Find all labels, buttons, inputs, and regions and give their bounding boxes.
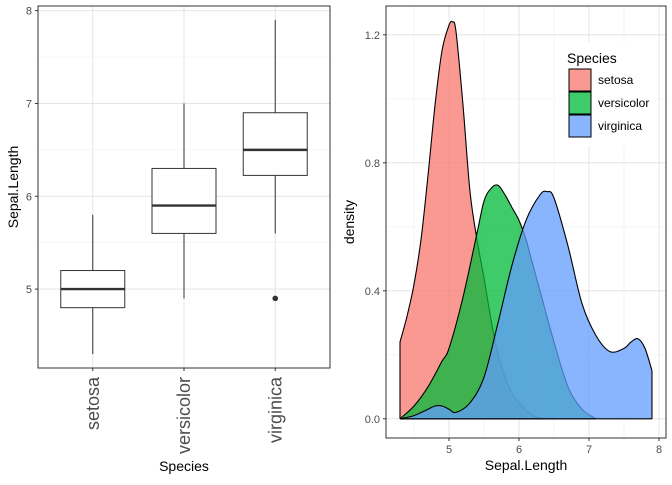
density-plot-ticks: 5 6 7 8 0.0 0.4 0.8 1.2: [365, 30, 662, 456]
legend-item-versicolor: versicolor: [568, 91, 649, 115]
box-plot-y-tick-label: 7: [26, 98, 32, 110]
density-legend: Species setosa versicolor virginica: [556, 42, 654, 146]
legend-label-versicolor: versicolor: [598, 96, 649, 110]
density-plot-x-axis-title: Sepal.Length: [485, 457, 568, 473]
interquartile-box: [151, 167, 217, 234]
legend-key-versicolor: [568, 91, 592, 115]
legend-label-virginica: virginica: [598, 119, 642, 133]
density-plot-border: [385, 5, 667, 439]
density-y-tick-label: 0.0: [365, 414, 380, 426]
legend-item-virginica: virginica: [568, 114, 642, 138]
density-area-virginica: [400, 191, 652, 419]
box-plot-marks: [60, 19, 308, 355]
density-plot-panel: 5 6 7 8 0.0 0.4 0.8 1.2 Species setosa versicolo…: [341, 5, 667, 473]
box-plot-y-axis-title: Sepal.Length: [5, 146, 21, 229]
legend-key-setosa: [568, 68, 592, 92]
box-plot-category-label: setosa: [83, 376, 103, 430]
outlier-point: [272, 295, 279, 302]
density-y-tick-label: 0.8: [365, 158, 380, 170]
density-y-tick-label: 0.4: [365, 286, 380, 298]
interquartile-box: [242, 112, 308, 176]
legend-title: Species: [567, 50, 617, 66]
legend-item-setosa: setosa: [568, 68, 634, 92]
box-plot-category-label: virginica: [265, 376, 285, 443]
box-plot-y-tick-label: 8: [26, 6, 32, 18]
box-plot-box-setosa: [60, 214, 126, 355]
density-outline-virginica: [399, 190, 653, 420]
legend-key-virginica: [568, 114, 592, 138]
legend-items: setosa versicolor virginica: [568, 68, 649, 138]
box-plot-category-label: versicolor: [174, 377, 194, 454]
box-plot-box-versicolor: [151, 103, 217, 299]
density-x-tick-label: 6: [516, 444, 522, 456]
density-plot-y-axis-title: density: [341, 200, 357, 244]
density-x-tick-label: 8: [656, 444, 662, 456]
box-plot-y-tick-label: 5: [26, 284, 32, 296]
density-x-tick-label: 5: [446, 444, 452, 456]
density-y-tick-label: 1.2: [365, 30, 380, 42]
box-plot-ticks: 5 6 7 8 setosa versicolor virginica: [26, 6, 285, 454]
box-plot-box-virginica: [242, 19, 308, 302]
box-plot-panel: 5 6 7 8 setosa versicolor virginica Species Se…: [5, 5, 331, 474]
density-x-tick-label: 7: [586, 444, 592, 456]
box-plot-y-tick-label: 6: [26, 191, 32, 203]
legend-label-setosa: setosa: [598, 73, 634, 87]
box-plot-x-axis-title: Species: [159, 458, 209, 474]
density-plot-marks: [399, 20, 653, 420]
